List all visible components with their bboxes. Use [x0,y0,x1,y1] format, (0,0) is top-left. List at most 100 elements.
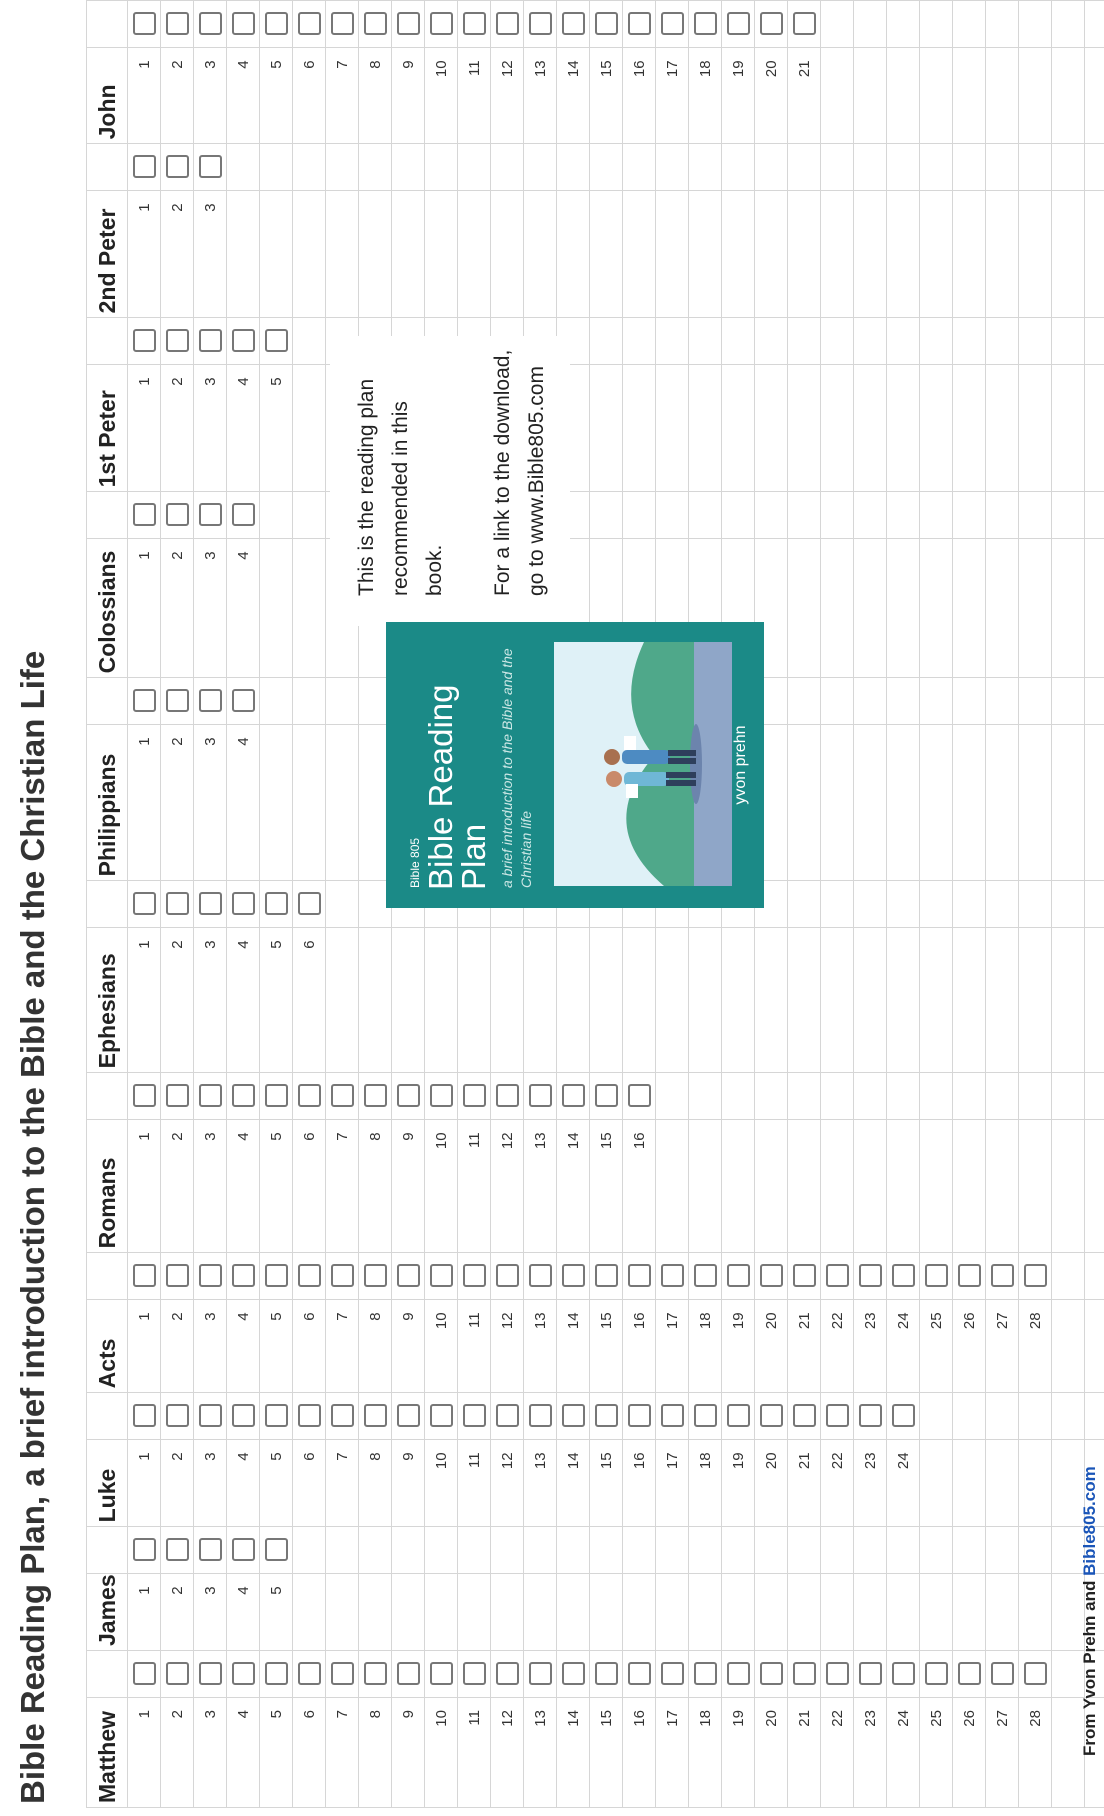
note-paragraph: For a link to the download, go to www.Bi… [491,349,548,596]
checkbox-cell [292,1072,326,1120]
chapter-number: 15 [589,47,623,144]
chapter-number: 3 [193,47,227,144]
chapter-number: 5 [259,1697,293,1808]
checkbox [132,155,156,179]
chapter-number: 3 [193,1119,227,1253]
checkbox-cell [391,0,425,48]
empty-cell [1018,1119,1052,1253]
checkbox-cell [886,1252,920,1300]
chapter-number: 6 [292,1119,326,1253]
checkbox [132,1264,156,1288]
checkbox-cell [754,1252,788,1300]
chapter-number: 7 [325,1697,359,1808]
chapter-row: 23 23 23 [853,0,887,1808]
checkbox [561,1662,585,1685]
checkbox [132,1404,156,1428]
checkbox-cell [457,1072,491,1120]
checkbox [891,1662,915,1685]
checkbox-cell [160,317,194,365]
chapter-number: 22 [820,1439,854,1527]
empty-cell [787,724,821,881]
empty-cell [985,47,1019,144]
checkbox [198,1538,222,1562]
empty-cell [787,677,821,725]
empty-cell [589,1573,623,1651]
empty-cell [820,190,854,318]
checkbox [231,1662,255,1685]
checkbox [429,12,453,36]
checkbox [297,1264,321,1288]
empty-cell [1018,1526,1052,1574]
checkbox-cell [358,1392,392,1440]
cover-subtitle: a brief introduction to the Bible and th… [499,648,534,888]
checkbox-cell [622,1072,656,1120]
empty-cell [1084,1072,1104,1120]
chapter-number: 26 [952,1299,986,1393]
empty-cell [853,538,887,678]
note-paragraph: This is the reading plan recommended in … [355,378,446,596]
checkbox [297,892,321,916]
chapter-number: 9 [391,47,425,144]
empty-cell [886,677,920,725]
empty-cell [424,190,458,318]
empty-cell [259,491,293,539]
checkbox [726,12,750,36]
chapter-number: 10 [424,1697,458,1808]
chapter-number: 1 [127,927,161,1073]
chapter-row: 2 2 2 2 2 2 2 2 2 2 2 [160,0,194,1808]
empty-cell [457,1526,491,1574]
chapter-number: 21 [787,1299,821,1393]
checkbox [858,1662,882,1685]
empty-cell [292,724,326,881]
empty-cell [391,927,425,1073]
checkbox-cell [655,1252,689,1300]
chapter-number: 2 [160,724,194,881]
header-cell [86,1072,128,1120]
empty-cell [853,317,887,365]
checkbox-cell [160,491,194,539]
checkbox [825,1662,849,1685]
checkbox [594,1662,618,1685]
chapter-number: 13 [523,1439,557,1527]
empty-cell [820,1072,854,1120]
empty-cell [787,190,821,318]
checkbox [924,1662,948,1685]
empty-cell [952,47,986,144]
checkbox-cell [391,1072,425,1120]
checkbox-cell [259,1072,293,1120]
empty-cell [820,880,854,928]
empty-cell [391,143,425,191]
empty-cell [919,1573,953,1651]
header-cell [86,1252,128,1300]
checkbox [363,1662,387,1685]
checkbox-cell [160,143,194,191]
footer-link[interactable]: Bible805.com [1080,1466,1099,1576]
checkbox [132,892,156,916]
checkbox-cell [490,0,524,48]
header-cell [86,1526,128,1574]
empty-cell [754,190,788,318]
checkbox [429,1662,453,1685]
checkbox [231,503,255,527]
empty-cell [952,1119,986,1253]
empty-cell [325,143,359,191]
empty-cell [886,190,920,318]
empty-cell [622,317,656,365]
empty-cell [787,317,821,365]
empty-cell [787,491,821,539]
chapter-number: 8 [358,1697,392,1808]
empty-cell [1018,364,1052,492]
empty-cell [1018,143,1052,191]
empty-cell [1084,880,1104,928]
chapter-number: 22 [820,1697,854,1808]
empty-cell [523,1526,557,1574]
chapter-number: 2 [160,1697,194,1808]
checkbox [594,1084,618,1108]
checkbox-cell [193,880,227,928]
empty-cell [886,491,920,539]
checkbox-cell [787,0,821,48]
empty-cell [1018,0,1052,48]
checkbox [165,155,189,179]
chapter-number: 13 [523,1119,557,1253]
